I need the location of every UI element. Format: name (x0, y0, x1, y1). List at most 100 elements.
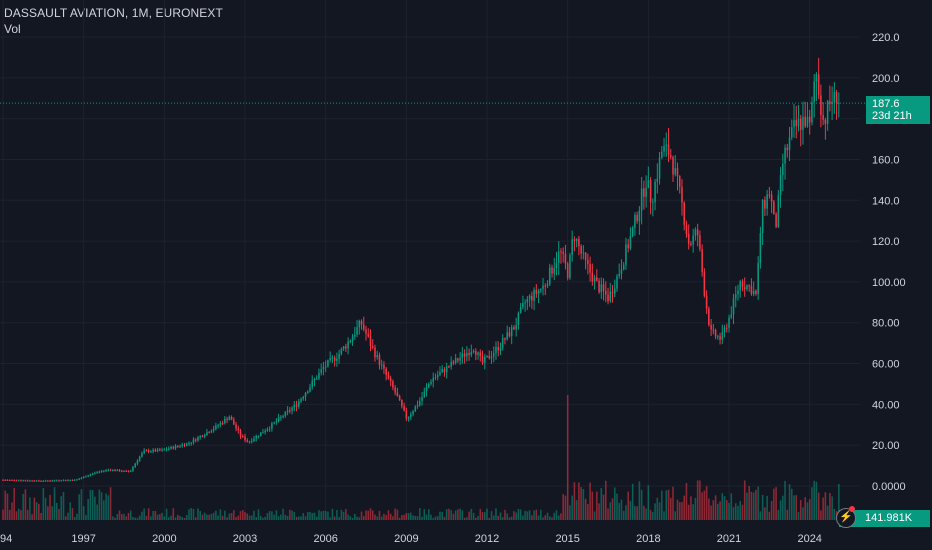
volume-bar (224, 510, 226, 520)
volume-bar (717, 503, 719, 520)
volume-bar (479, 508, 482, 520)
volume-bar (822, 497, 824, 520)
volume-bar (42, 487, 45, 520)
candle-body (150, 451, 152, 453)
candle-body (432, 378, 435, 382)
candle-body (501, 338, 504, 348)
candle-body (560, 251, 562, 253)
candle-body (280, 416, 282, 418)
candle-body (757, 263, 759, 294)
candle-body (264, 430, 266, 433)
volume-bar (831, 496, 833, 520)
candle-body (627, 244, 629, 249)
candle-body (407, 417, 410, 419)
candle-body (703, 272, 706, 296)
candle-body (593, 277, 596, 282)
candle-body (685, 224, 688, 234)
candle-body (336, 358, 338, 361)
candle-body (219, 422, 222, 426)
y-axis-tick-label: 100.00 (872, 277, 906, 289)
candle-body (566, 263, 569, 278)
candle-body (793, 120, 795, 128)
candle-body (100, 471, 103, 473)
volume-bar (654, 503, 656, 520)
y-axis-tick-label: 40.00 (872, 399, 900, 411)
candle-body (833, 92, 836, 102)
volume-bar (495, 508, 497, 520)
volume-bar (676, 499, 679, 520)
candle-body (522, 303, 524, 308)
candle-body (463, 353, 466, 357)
candle-body (705, 295, 708, 309)
candle-body (454, 358, 457, 364)
volume-bar (336, 509, 338, 520)
candle-body (2, 479, 4, 481)
volume-bar (82, 506, 85, 520)
volume-bar (266, 513, 269, 520)
volume-bar (170, 515, 172, 520)
volume-bar (710, 505, 712, 520)
candle-body (246, 440, 249, 442)
candle-body (145, 450, 148, 452)
volume-bar (116, 514, 119, 520)
candle-body (163, 449, 166, 451)
volume-bar (351, 517, 354, 520)
candle-body (181, 444, 184, 447)
volume-bar (714, 495, 717, 520)
candle-body (208, 432, 210, 434)
y-axis-tick-label: 120.0 (872, 236, 900, 248)
volume-bar (634, 506, 636, 520)
volume-bar (533, 510, 535, 520)
candle-body (492, 352, 495, 357)
volume-bar (593, 511, 596, 520)
candle-body (466, 352, 468, 357)
lightning-icon[interactable]: ⚡ (836, 508, 856, 528)
candle-body (658, 157, 661, 179)
candle-body (425, 387, 428, 392)
volume-bar (107, 495, 110, 520)
volume-bar (701, 492, 703, 520)
candle-body (376, 355, 379, 358)
volume-bar (367, 510, 370, 520)
volume-bar (385, 515, 387, 520)
candle-body (387, 375, 390, 379)
candle-body (342, 346, 345, 350)
candle-body (589, 264, 591, 273)
volume-bar (2, 509, 4, 520)
candle-body (345, 346, 347, 349)
candle-body (304, 393, 307, 398)
candle-body (553, 268, 556, 274)
candle-body (443, 369, 446, 373)
candle-body (120, 471, 123, 473)
candle-body (152, 449, 154, 452)
candle-body (161, 449, 163, 451)
candle-body (427, 383, 430, 388)
volume-bar (441, 511, 443, 520)
candle-body (824, 119, 827, 124)
x-axis-tick-label: 2024 (797, 533, 821, 545)
candle-body (761, 199, 764, 234)
candle-body (687, 233, 690, 244)
candle-body (282, 416, 284, 418)
volume-bar (627, 491, 629, 520)
volume-bar (629, 500, 632, 520)
candle-body (694, 229, 697, 236)
volume-bar (398, 517, 401, 520)
candle-body (165, 449, 168, 451)
candle-body (472, 351, 475, 353)
candle-body (504, 338, 506, 340)
volume-bar (322, 510, 325, 520)
volume-bar (246, 513, 249, 520)
candle-body (197, 437, 199, 441)
volume-bar (779, 500, 782, 520)
candle-body (212, 428, 215, 431)
candle-body (20, 480, 22, 482)
candle-body (580, 246, 582, 254)
candle-body (461, 353, 464, 358)
candle-body (497, 346, 500, 351)
volume-bar (347, 514, 349, 520)
volume-bar (217, 515, 219, 520)
candle-body (728, 317, 730, 328)
volume-bar (589, 482, 591, 520)
